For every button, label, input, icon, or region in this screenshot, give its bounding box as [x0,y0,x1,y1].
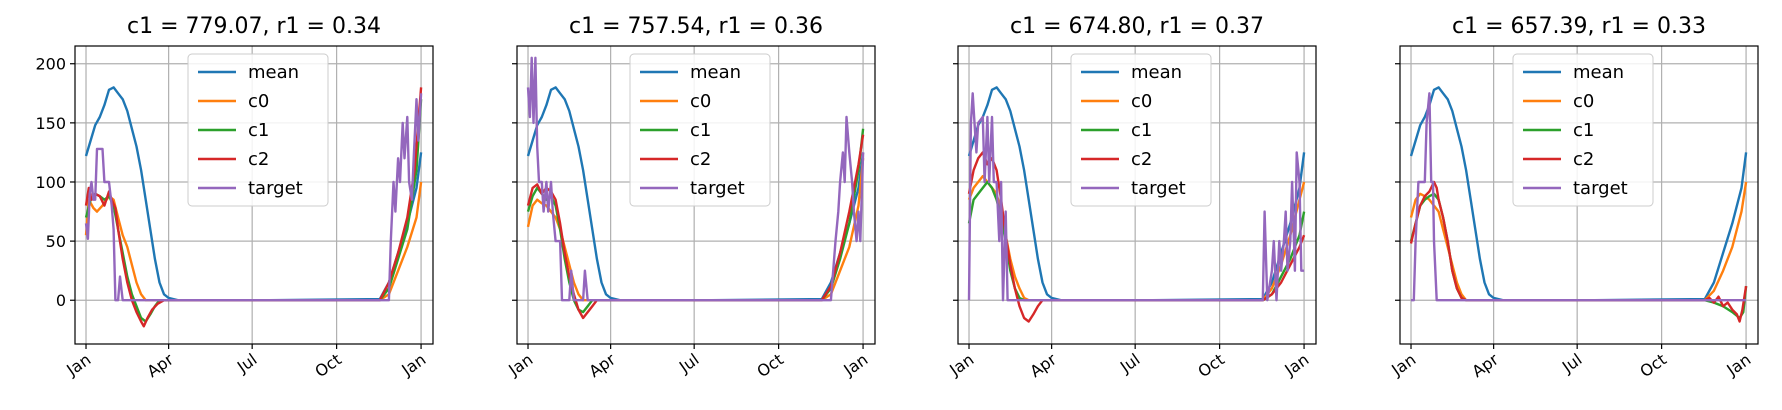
subplot-3-title: c1 = 674.80, r1 = 0.37 [1010,14,1264,39]
subplot-3-legend-label-c0: c0 [1131,91,1152,112]
subplot-2-series-mean [526,86,865,302]
subplot-1-frame [74,45,434,345]
subplot-4-legend-label-c0: c0 [1573,91,1594,112]
subplot-1-series-c0 [84,181,423,302]
subplot-2-legend-label-c1: c1 [690,120,711,141]
subplot-3-legend-box [1070,53,1212,207]
subplot-1-title: c1 = 779.07, r1 = 0.34 [127,14,381,39]
subplot-2-legend-box [629,53,771,207]
subplot-1-legend-box [187,53,329,207]
subplot-1-ytick-label-3: 150 [35,114,66,133]
subplot-2-title: c1 = 757.54, r1 = 0.36 [569,14,823,39]
subplot-1-ytick-label-1: 50 [46,232,66,251]
subplot-2-frame [516,45,876,345]
subplot-1-series-c2 [84,87,423,328]
subplot-2-series-target [526,56,865,302]
subplot-2-legend-label-target: target [690,178,745,199]
subplot-1-series-target [84,93,423,302]
subplot-4-series-target [1411,92,1747,302]
subplot-4-frame [1399,45,1759,345]
subplot-3-legend-label-target: target [1131,178,1186,199]
subplot-1-legend-label-c1: c1 [248,120,269,141]
subplot-3: c1 = 674.80, r1 = 0.37 Jan Apr Jul Oct Jan m… [945,14,1317,381]
subplot-3-series-target [967,92,1305,302]
subplot-1-legend-label-mean: mean [248,62,299,83]
subplot-2-series-c2 [526,134,865,320]
subplot-2-series [526,56,865,320]
subplot-3-series [967,86,1306,323]
subplot-3-legend-label-c1: c1 [1131,120,1152,141]
subplot-3-legend: mean c0 c1 c2 target [1070,53,1212,207]
subplot-4-legend-label-c2: c2 [1573,149,1594,170]
subplot-1: c1 = 779.07, r1 = 0.34 Jan Apr Jul Oct Jan05… [35,14,434,381]
subplot-2-legend-label-c2: c2 [690,149,711,170]
subplot-1-legend-label-c0: c0 [248,91,269,112]
subplot-3-frame [957,45,1317,345]
subplot-1-ytick-label-2: 100 [35,173,66,192]
subplot-1-legend: mean c0 c1 c2 target [187,53,329,207]
subplot-4-series [1409,86,1748,323]
subplot-4-legend-label-target: target [1573,178,1628,199]
subplot-4-legend: mean c0 c1 c2 target [1512,53,1654,207]
subplot-4-legend-label-mean: mean [1573,62,1624,83]
subplot-2-legend: mean c0 c1 c2 target [629,53,771,207]
subplot-4-title: c1 = 657.39, r1 = 0.33 [1452,14,1706,39]
subplot-3-legend-label-mean: mean [1131,62,1182,83]
subplot-1-legend-label-target: target [248,178,303,199]
subplot-1-ytick-label-0: 0 [56,291,66,310]
subplot-4-series-c2 [1409,180,1748,323]
subplot-2-legend-label-c0: c0 [690,91,711,112]
subplot-2-legend-label-mean: mean [690,62,741,83]
subplot-3-legend-label-c2: c2 [1131,149,1152,170]
subplot-1-series-c1 [84,99,423,323]
subplot-1-legend-label-c2: c2 [248,149,269,170]
subplot-2-series-c0 [526,158,865,302]
subplot-1-series [84,86,423,328]
subplot-4-series-mean [1409,86,1748,302]
subplot-4-legend-box [1512,53,1654,207]
subplot-4-legend-label-c1: c1 [1573,120,1594,141]
subplot-1-ytick-label-4: 200 [35,55,66,74]
